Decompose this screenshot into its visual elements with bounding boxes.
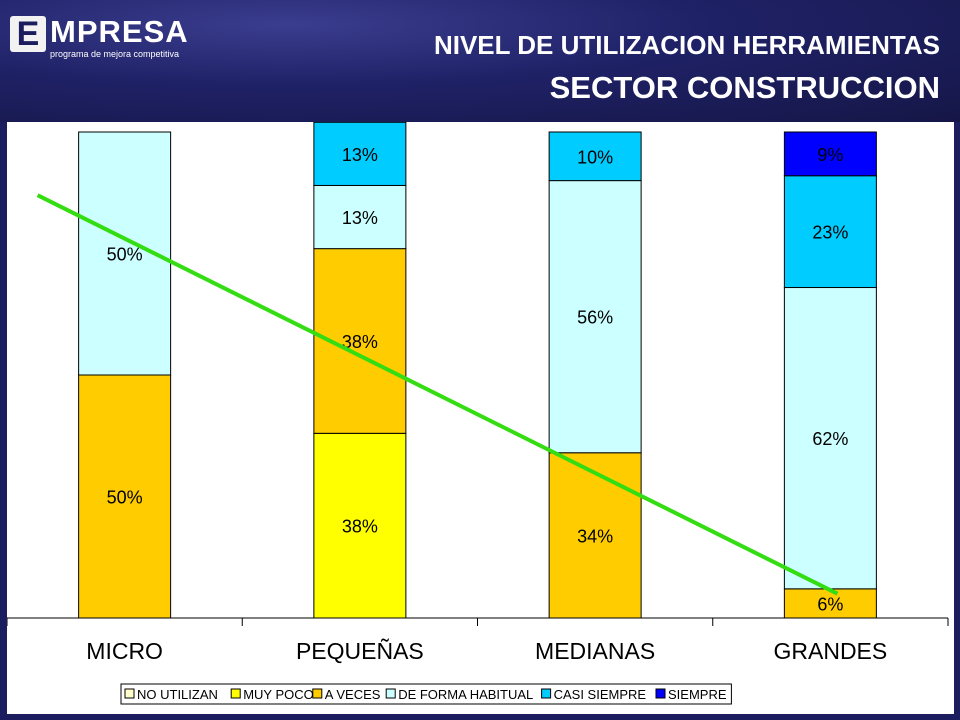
legend-label: MUY POCO <box>243 687 314 702</box>
x-tick-label: MICRO <box>86 638 163 664</box>
x-tick-label: PEQUEÑAS <box>296 638 424 664</box>
bar-segment <box>313 121 407 186</box>
data-label: 10% <box>577 147 613 167</box>
bar-segment <box>78 374 172 619</box>
data-label: 6% <box>817 594 843 614</box>
page-title: NIVEL DE UTILIZACION HERRAMIENTAS <box>433 30 940 60</box>
empresa-logo: E MPRESA programa de mejora competitiva <box>10 14 195 62</box>
logo-tagline: programa de mejora competitiva <box>50 49 180 59</box>
header-banner: E MPRESA programa de mejora competitiva … <box>0 0 960 122</box>
x-tick-label: GRANDES <box>774 638 888 664</box>
bar-segment <box>548 452 642 619</box>
bar-segment <box>783 287 877 590</box>
stacked-bar-chart: 50% 50% 38% 38% 13% 13% 34% 56% 10% 6% 62% 23% 9% MIC… <box>6 121 949 705</box>
data-label: 34% <box>577 526 613 546</box>
legend-swatch <box>124 688 135 699</box>
logo-letter-box: E <box>10 16 46 52</box>
legend-label: DE FORMA HABITUAL <box>398 687 533 702</box>
bar-segment <box>548 131 642 182</box>
legend-swatch <box>541 688 552 699</box>
legend-label: CASI SIEMPRE <box>554 687 647 702</box>
bar-segment <box>548 180 642 454</box>
legend-box <box>120 683 732 705</box>
data-label: 38% <box>342 332 378 352</box>
legend-swatch <box>230 688 241 699</box>
legend-label: SIEMPRE <box>668 687 727 702</box>
data-label: 38% <box>342 517 378 537</box>
trend-line <box>36 193 839 596</box>
legend-swatch <box>385 688 396 699</box>
x-tick-label: MEDIANAS <box>535 638 655 664</box>
data-label: 62% <box>812 429 848 449</box>
legend-label: NO UTILIZAN <box>137 687 218 702</box>
page-subtitle: SECTOR CONSTRUCCION <box>549 70 940 105</box>
chart-area: 50% 50% 38% 38% 13% 13% 34% 56% 10% 6% 62% 23% 9% MIC… <box>6 121 954 714</box>
data-label: 23% <box>812 223 848 243</box>
logo-word: MPRESA <box>50 14 189 49</box>
legend-swatch <box>655 688 666 699</box>
data-label: 9% <box>817 145 843 165</box>
data-label: 13% <box>342 145 378 165</box>
legend-swatch <box>312 688 323 699</box>
bar-segment <box>783 131 877 177</box>
data-label: 50% <box>107 245 143 265</box>
legend-label: A VECES <box>325 687 381 702</box>
bar-segment <box>783 175 877 289</box>
data-label: 50% <box>107 488 143 508</box>
data-label: 56% <box>577 308 613 328</box>
data-label: 13% <box>342 208 378 228</box>
